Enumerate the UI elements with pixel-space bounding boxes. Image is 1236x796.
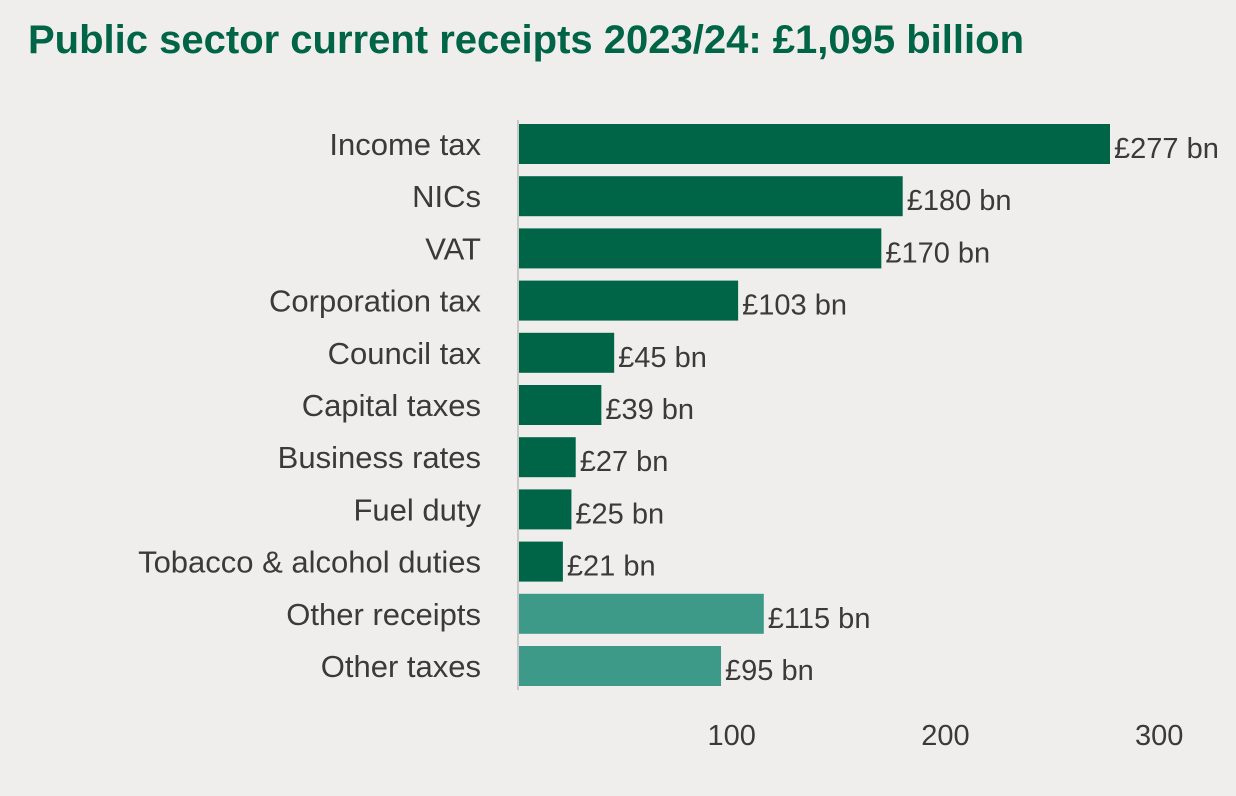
x-tick-label: 100: [708, 720, 756, 752]
bar: [519, 332, 615, 373]
bar: [519, 124, 1110, 164]
bar: [519, 437, 576, 478]
category-label: NICs: [412, 179, 481, 214]
bar: [519, 593, 764, 634]
category-label: Other receipts: [286, 597, 481, 632]
category-label: Capital taxes: [302, 388, 481, 423]
value-label: £180 bn: [907, 185, 1012, 217]
value-label: £39 bn: [605, 394, 694, 426]
bar: [519, 541, 563, 582]
bar: [519, 176, 903, 217]
category-label: Business rates: [278, 440, 481, 475]
x-tick-label: 300: [1135, 720, 1183, 752]
value-label: £21 bn: [567, 551, 656, 583]
category-label: Corporation tax: [269, 284, 481, 319]
value-label: £27 bn: [580, 446, 669, 478]
value-label: £170 bn: [885, 237, 990, 269]
bar: [519, 646, 722, 686]
value-label: £45 bn: [618, 342, 707, 374]
value-label: £277 bn: [1114, 133, 1219, 165]
value-label: £95 bn: [725, 655, 814, 687]
value-label: £103 bn: [742, 290, 847, 322]
chart-title: Public sector current receipts 2023/24: …: [28, 18, 1024, 62]
value-label: £115 bn: [768, 603, 871, 635]
x-tick-label: 200: [921, 720, 969, 752]
category-label: Council tax: [328, 336, 482, 371]
category-label: VAT: [425, 231, 481, 266]
category-label: Fuel duty: [353, 492, 481, 527]
category-label: Tobacco & alcohol duties: [138, 545, 481, 580]
category-label: Income tax: [329, 127, 481, 162]
value-label: £25 bn: [575, 498, 664, 530]
bar: [519, 489, 572, 530]
category-label: Other taxes: [321, 649, 481, 684]
bar: [519, 280, 739, 321]
bar: [519, 228, 882, 269]
bar: [519, 385, 602, 425]
